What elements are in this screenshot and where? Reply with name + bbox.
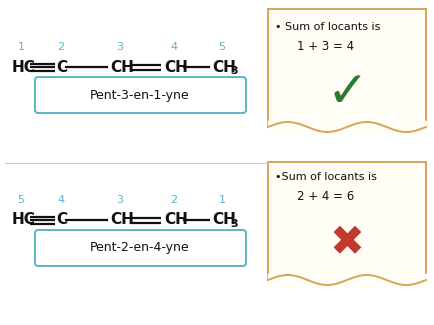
Text: 1 + 3 = 4: 1 + 3 = 4 bbox=[297, 41, 354, 54]
Text: 1: 1 bbox=[218, 195, 226, 205]
Text: C: C bbox=[56, 213, 67, 228]
Text: CH: CH bbox=[164, 59, 188, 74]
Text: •Sum of locants is: •Sum of locants is bbox=[275, 172, 377, 182]
Text: 3: 3 bbox=[116, 195, 124, 205]
FancyBboxPatch shape bbox=[268, 9, 426, 127]
Text: ✖: ✖ bbox=[329, 222, 365, 264]
FancyBboxPatch shape bbox=[35, 230, 246, 266]
Text: 3: 3 bbox=[230, 66, 238, 76]
Text: 2 + 4 = 6: 2 + 4 = 6 bbox=[297, 190, 354, 203]
Text: C: C bbox=[56, 59, 67, 74]
Text: CH: CH bbox=[212, 59, 236, 74]
Text: 1: 1 bbox=[17, 42, 24, 52]
Text: CH: CH bbox=[164, 213, 188, 228]
Text: ✓: ✓ bbox=[326, 69, 368, 117]
Text: Pent-2-en-4-yne: Pent-2-en-4-yne bbox=[90, 241, 190, 254]
Text: • Sum of locants is: • Sum of locants is bbox=[275, 22, 380, 32]
Text: 3: 3 bbox=[230, 219, 238, 229]
Text: 4: 4 bbox=[57, 195, 65, 205]
Text: 2: 2 bbox=[57, 42, 65, 52]
Text: 5: 5 bbox=[17, 195, 24, 205]
Text: 4: 4 bbox=[171, 42, 178, 52]
Text: CH: CH bbox=[212, 213, 236, 228]
Text: 2: 2 bbox=[171, 195, 178, 205]
Text: 3: 3 bbox=[116, 42, 124, 52]
FancyBboxPatch shape bbox=[268, 162, 426, 280]
Text: Pent-3-en-1-yne: Pent-3-en-1-yne bbox=[90, 88, 190, 101]
Text: HC: HC bbox=[12, 59, 36, 74]
Text: CH: CH bbox=[110, 59, 134, 74]
FancyBboxPatch shape bbox=[35, 77, 246, 113]
Text: HC: HC bbox=[12, 213, 36, 228]
Text: CH: CH bbox=[110, 213, 134, 228]
Text: 5: 5 bbox=[218, 42, 226, 52]
